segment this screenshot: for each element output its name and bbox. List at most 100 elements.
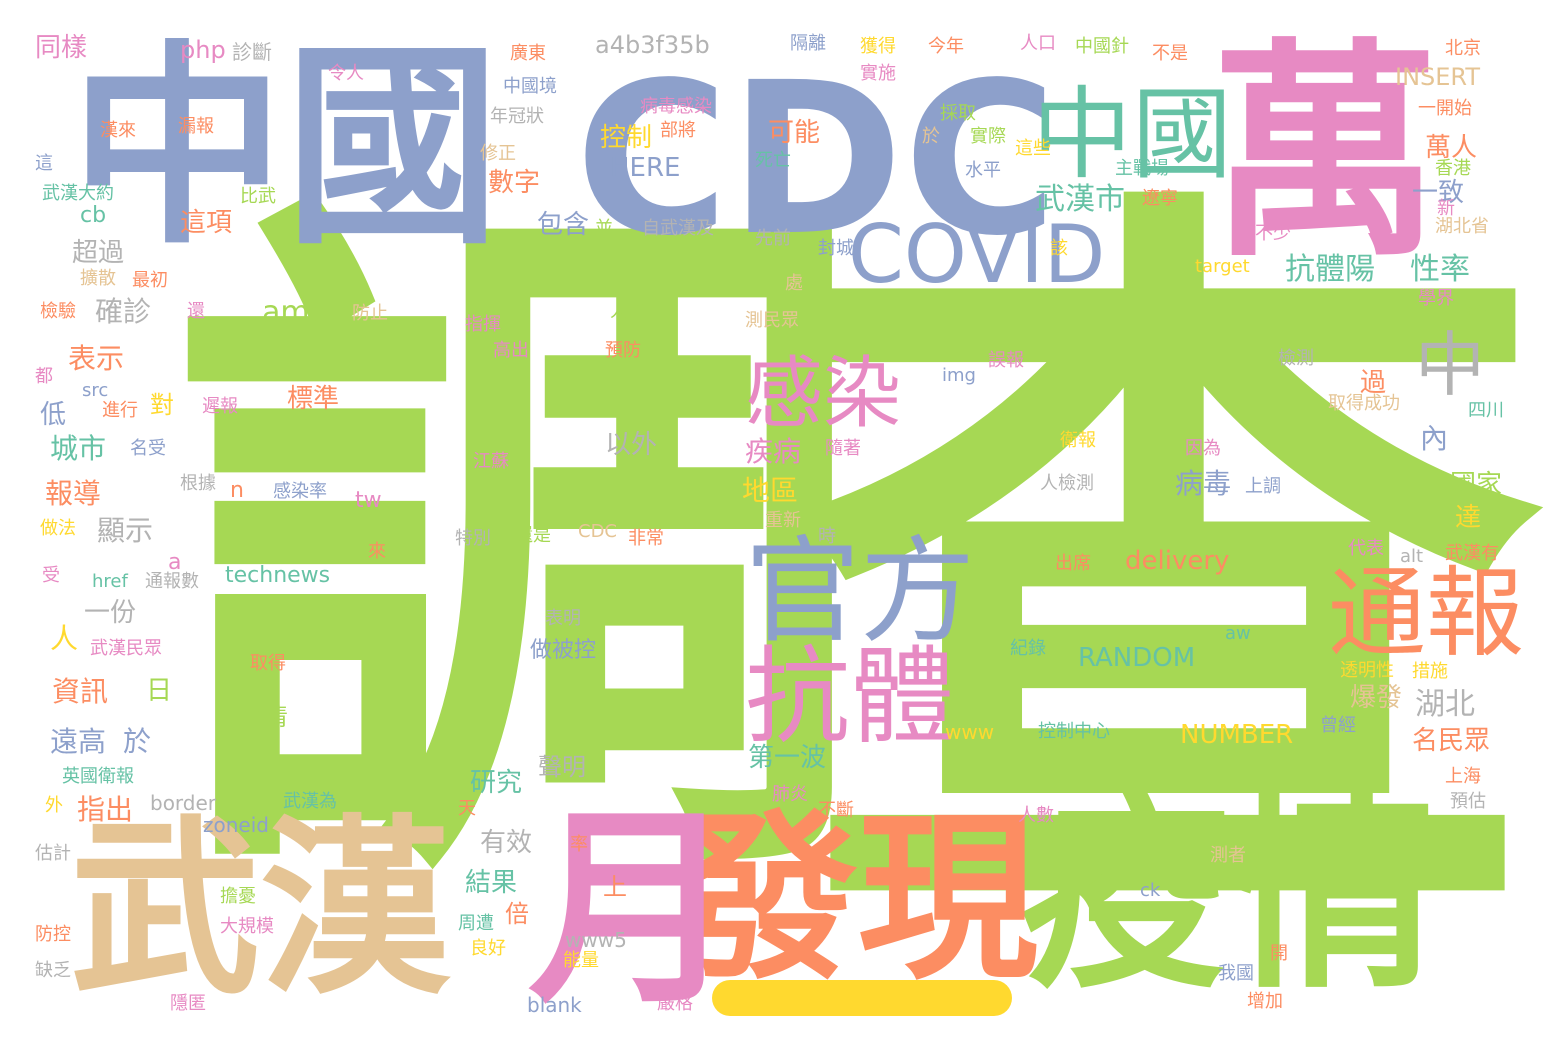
cloud-word: border xyxy=(150,791,217,815)
cloud-word: 中國境 xyxy=(503,76,557,97)
cloud-word: aw xyxy=(1225,623,1251,644)
cloud-word: 官方 xyxy=(745,525,976,659)
cloud-word: 診斷 xyxy=(232,40,272,64)
cloud-word: 日 xyxy=(146,676,173,706)
cloud-word: 武漢市 xyxy=(1035,182,1125,217)
cloud-word: 先前 xyxy=(755,228,791,249)
cloud-word: 感染率 xyxy=(273,481,327,502)
cloud-word: 防止 xyxy=(352,303,388,324)
cloud-word: 外 xyxy=(45,795,63,816)
cloud-word: 顯示 xyxy=(97,514,154,547)
cloud-word: 武漢 xyxy=(70,799,451,1020)
cloud-word: 爆發 xyxy=(1350,683,1403,713)
cloud-word: 學界 xyxy=(1418,288,1454,309)
cloud-word: zoneid xyxy=(203,813,269,837)
cloud-word: 這項 xyxy=(180,208,233,238)
cloud-word: 地區 xyxy=(742,474,799,507)
cloud-word: a xyxy=(168,550,182,575)
cloud-word: 北京 xyxy=(1445,38,1481,59)
cloud-word: 取得成功 xyxy=(1328,393,1400,414)
cloud-word: 武漢為 xyxy=(283,791,337,812)
cloud-word: 誤報 xyxy=(988,350,1024,371)
cloud-word: 報導 xyxy=(45,477,102,510)
cloud-word: img xyxy=(942,365,976,386)
cloud-word: 發現 xyxy=(678,795,1039,1004)
cloud-word: target xyxy=(1195,256,1250,277)
cloud-word: 修正 xyxy=(480,143,516,164)
cloud-word: amp xyxy=(262,295,329,330)
cloud-word: delivery xyxy=(1125,546,1230,576)
cloud-word: 獲得 xyxy=(860,36,896,57)
cloud-word: 一份 xyxy=(84,598,137,628)
cloud-word: 出席 xyxy=(1055,553,1091,574)
cloud-word: 並 xyxy=(595,218,613,239)
cloud-word: 我國 xyxy=(1218,963,1254,984)
cloud-word: 國家 xyxy=(1450,470,1503,500)
cloud-word: 透明性 xyxy=(1340,660,1394,681)
cloud-word: 一開始 xyxy=(1418,98,1472,119)
cloud-word: 一致 xyxy=(1412,178,1465,208)
cloud-word: 這些 xyxy=(1015,138,1051,159)
cloud-word: 通報數 xyxy=(145,571,199,592)
cloud-word: alt xyxy=(1400,546,1424,567)
cloud-word: 令人 xyxy=(328,63,364,84)
cloud-word: 根據 xyxy=(180,473,216,494)
cloud-word: 指出 xyxy=(77,793,134,826)
cloud-word: 上 xyxy=(603,873,627,901)
cloud-word: 處 xyxy=(785,273,803,294)
cloud-word: 最初 xyxy=(132,270,168,291)
cloud-word: 同樣 xyxy=(35,33,88,63)
cloud-word: 取得 xyxy=(250,653,286,674)
cloud-word: 率 xyxy=(570,834,588,855)
cloud-word: 缺乏 xyxy=(35,960,71,981)
cloud-word: 四川 xyxy=(1468,400,1504,421)
cloud-word: COVID xyxy=(848,208,1106,301)
cloud-word: 今年 xyxy=(928,36,964,57)
cloud-word: 於 xyxy=(123,725,152,758)
cloud-word: 萬 xyxy=(1210,21,1441,288)
cloud-word: 內 xyxy=(1420,422,1449,455)
cloud-word: 能量 xyxy=(563,950,599,971)
cloud-word: 江蘇 xyxy=(473,451,509,472)
cloud-word: 武漢有 xyxy=(1445,543,1499,564)
cloud-word: 香港 xyxy=(1435,158,1471,179)
cloud-word: 病毒感染 xyxy=(640,96,712,117)
cloud-word: 漢來 xyxy=(100,120,136,141)
cloud-word: 倍 xyxy=(505,900,529,928)
cloud-word: 曾經 xyxy=(1320,715,1356,736)
cloud-word: 特別 xyxy=(455,528,491,549)
cloud-word: 衛報 xyxy=(1060,430,1096,451)
cloud-word: 人檢測 xyxy=(1040,473,1094,494)
cloud-word: 中 xyxy=(1415,324,1485,406)
cloud-word: 中國 xyxy=(70,22,500,273)
cloud-word: 部將 xyxy=(660,120,696,141)
cloud-word: 還 xyxy=(187,301,205,322)
cloud-word: 第一波 xyxy=(748,743,827,773)
cloud-word: 查 xyxy=(786,138,1546,1022)
cloud-word: 湖北省 xyxy=(1435,216,1489,237)
cloud-word: 研究 xyxy=(470,768,523,798)
cloud-word: 不少 xyxy=(1255,223,1291,244)
cloud-word: 還是 xyxy=(515,525,551,546)
cloud-word: 不斷 xyxy=(818,800,854,821)
cloud-word: 代表 xyxy=(1348,538,1384,559)
cloud-word: 控制中心 xyxy=(1038,721,1110,742)
cloud-word: 做法 xyxy=(40,518,76,539)
cloud-word: src xyxy=(82,380,109,401)
cloud-word: 人群 xyxy=(610,301,646,322)
cloud-word: 紀錄 xyxy=(1010,638,1046,659)
cloud-word: 採取 xyxy=(940,103,976,124)
cloud-word: cb xyxy=(80,203,107,228)
cloud-word: 標準 xyxy=(287,384,340,414)
cloud-word: RANDOM xyxy=(1078,643,1196,673)
cloud-word: 確診 xyxy=(95,295,152,328)
cloud-word: 嚴格 xyxy=(657,993,693,1014)
cloud-word: 病毒 xyxy=(1175,467,1232,500)
cloud-word: 都 xyxy=(35,366,53,387)
cloud-word: 遼寧 xyxy=(1142,188,1178,209)
cloud-word: 控制 xyxy=(600,123,653,153)
cloud-word: 對 xyxy=(150,391,174,419)
cloud-word: 實施 xyxy=(860,63,896,84)
cloud-word: 超過 xyxy=(72,238,125,268)
cloud-word: blank xyxy=(527,993,582,1017)
